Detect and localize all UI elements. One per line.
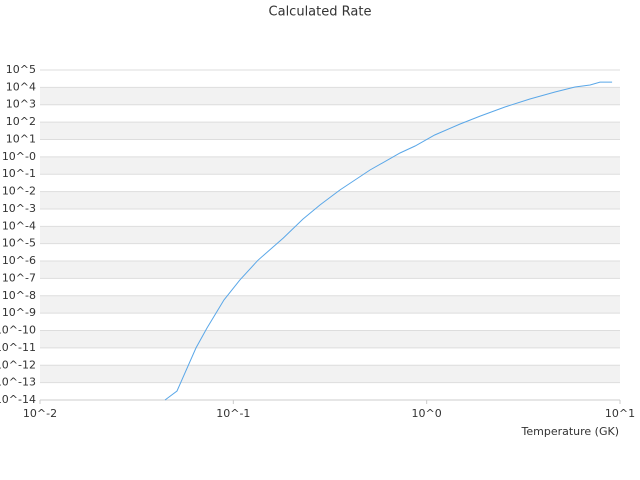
grid-band [40, 226, 620, 244]
chart-title: Calculated Rate [269, 5, 372, 20]
x-tick-label: 10^-2 [23, 407, 57, 420]
data-line [164, 81, 613, 401]
y-tick-label: 10^-10 [0, 324, 36, 337]
y-tick-label: 10^-0 [2, 150, 36, 163]
y-tick-label: 10^-14 [0, 393, 36, 406]
grid-band [40, 191, 620, 209]
grid-band [40, 87, 620, 105]
y-tick-label: 10^-13 [0, 376, 36, 389]
y-tick-label: 10^-6 [2, 254, 36, 267]
y-tick-label: 10^3 [6, 98, 36, 111]
grid-band [40, 365, 620, 383]
grid-band [40, 156, 620, 175]
grid-band [40, 330, 620, 348]
y-tick-label: 10^-3 [2, 202, 36, 215]
y-tick-label: 10^1 [6, 132, 36, 145]
y-tick-label: 10^-7 [2, 271, 36, 284]
y-tick-label: 10^-8 [2, 289, 36, 302]
y-tick-label: 10^5 [6, 63, 36, 76]
y-tick-label: 10^4 [6, 80, 36, 93]
y-tick-label: 10^-4 [2, 219, 36, 232]
grid-band [40, 122, 620, 140]
y-tick-label: 10^-2 [2, 185, 36, 198]
y-tick-label: 10^-1 [2, 167, 36, 180]
grid-band [40, 261, 620, 279]
y-tick-label: 10^-11 [0, 341, 36, 354]
x-tick-label: 10^1 [605, 407, 635, 420]
x-axis-label: Temperature (GK) [521, 425, 620, 438]
y-tick-label: 10^-5 [2, 237, 36, 250]
y-tick-label: 10^-12 [0, 358, 36, 371]
y-tick-label: 10^-9 [2, 306, 36, 319]
grid-band [40, 295, 620, 314]
x-tick-label: 10^-1 [216, 407, 250, 420]
y-tick-label: 10^2 [6, 115, 36, 128]
x-tick-label: 10^0 [412, 407, 442, 420]
